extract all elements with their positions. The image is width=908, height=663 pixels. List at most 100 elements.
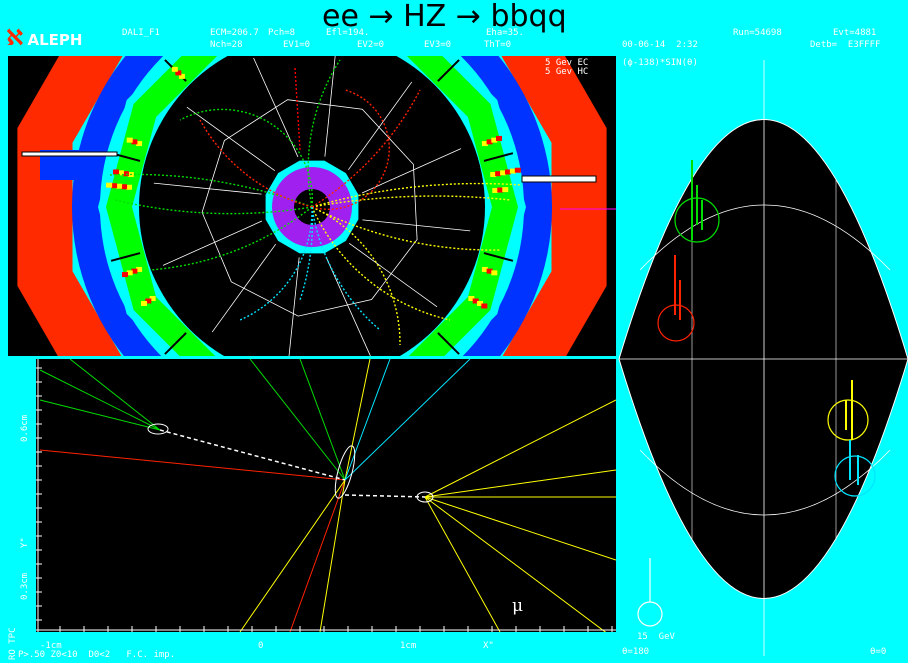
- x-tick-zero: 0: [258, 641, 264, 651]
- hcal-energy-bar: [21, 151, 118, 157]
- ecal-module-divider: [164, 332, 187, 355]
- track-yellow-2: [311, 206, 501, 251]
- tpc-side-label: RO TPC: [8, 627, 18, 660]
- tpc-sector-line: [361, 148, 462, 194]
- nch-value: Nch=28: [210, 40, 243, 50]
- vertex-track-line: [424, 496, 501, 632]
- vertex-track-line: [424, 469, 616, 498]
- x-axis-label: X": [483, 641, 494, 651]
- ecal-energy-cell: [509, 168, 516, 174]
- tpc-sector-line: [348, 243, 438, 308]
- ecal-energy-cell: [140, 301, 147, 306]
- track-red-radial: [294, 67, 301, 151]
- ecal-energy-cell: [126, 137, 133, 143]
- eha-value: Eha=35.: [486, 28, 524, 38]
- event-title: ee → HZ → bbqq: [322, 0, 567, 34]
- track-cyan-2: [311, 206, 381, 331]
- lego-axis-label: (ϕ-138)*SIN(θ): [622, 58, 698, 68]
- track-cuts-footer: P>.50 Z0<10 D0<2 F.C. imp.: [18, 650, 176, 660]
- vertex-track-line: [424, 496, 616, 561]
- ecal-energy-cell: [149, 296, 156, 301]
- x-tick-1cm: 1cm: [400, 641, 417, 651]
- ecal-energy-cell: [401, 45, 407, 50]
- ecal-energy-cell: [490, 172, 497, 178]
- ecal-energy-cell: [106, 182, 113, 188]
- ecal-module-divider: [483, 252, 514, 262]
- tpc-sector-line: [153, 182, 262, 195]
- vertex-error-ellipse-1: [147, 423, 169, 435]
- tpc-sector-line: [324, 56, 336, 157]
- vertex-track-line: [249, 359, 346, 481]
- ecal-energy-cell: [495, 171, 502, 177]
- detector-status: Detb= E3FFFF: [810, 40, 881, 50]
- vertex-track-line: [39, 399, 161, 431]
- ecal-energy-cell: [481, 303, 488, 309]
- ecal-energy-cell: [481, 141, 488, 147]
- ecal-energy-cell: [504, 169, 511, 175]
- vertex-error-ellipse-2: [416, 491, 434, 503]
- event-date: 00-06-14 2:32: [622, 40, 698, 50]
- ecal-energy-cell: [468, 296, 475, 301]
- ecal-energy-cell: [171, 66, 178, 72]
- lego-boundary: [618, 119, 908, 599]
- ecal-energy-cell: [481, 266, 488, 272]
- track-green-3: [179, 108, 314, 208]
- theta-0-label: θ=0: [870, 647, 887, 657]
- vertex-track-line: [69, 359, 161, 431]
- ecal-energy-cell: [131, 139, 138, 145]
- track-red-1: [199, 119, 313, 208]
- program-name: DALI_F1: [122, 28, 160, 38]
- ecal-energy-cell: [126, 270, 133, 276]
- vertex-track-line: [319, 479, 346, 632]
- run-number: Run=54698: [733, 28, 782, 38]
- ev2-value: EV2=0: [357, 40, 385, 50]
- vertex-track-line: [39, 449, 346, 481]
- ecal-energy-cell: [495, 135, 502, 141]
- tpc-sector-line: [186, 106, 276, 171]
- ecal-energy-cell: [486, 268, 493, 274]
- ecal-energy-cell: [136, 266, 143, 272]
- ecal-energy-cell: [122, 272, 129, 278]
- energy-scale-label: 15 GeV: [637, 632, 675, 642]
- track-green-5: [307, 59, 341, 208]
- vertex-track-line: [424, 399, 616, 498]
- experiment-name: ALEPH: [27, 31, 83, 49]
- ev3-value: EV3=0: [424, 40, 452, 50]
- jet-cone-yellow: [827, 399, 869, 441]
- ecal-energy-cell: [486, 139, 493, 145]
- ecal-module-divider: [110, 252, 141, 262]
- ecal-energy-cell: [404, 40, 410, 45]
- vertex-view-bottom-strip: [36, 632, 616, 659]
- y-axis-label: Y": [20, 537, 30, 548]
- theta-180-label: θ=180: [622, 647, 650, 657]
- ecal-energy-cell: [497, 187, 504, 193]
- aleph-symbol-icon: ℵ: [6, 26, 24, 51]
- vertex-zoom-view: [8, 359, 616, 659]
- hcal-energy-bar-right: [521, 175, 597, 183]
- track-green-2: [114, 199, 313, 215]
- ecal-energy-cell: [178, 73, 185, 79]
- ev1-value: EV1=0: [283, 40, 311, 50]
- ecal-energy-cell: [116, 183, 123, 189]
- vertex-track-line: [424, 496, 607, 632]
- muon-label: μ: [512, 596, 524, 616]
- ecal-energy-cell: [136, 141, 143, 147]
- track-green-4: [149, 206, 313, 271]
- vertex-track-line: [289, 479, 346, 632]
- ecal-energy-cell: [117, 170, 124, 176]
- lego-grid-upper: [639, 204, 891, 271]
- track-yellow-1: [311, 182, 521, 208]
- energy-scale-circle: [637, 601, 663, 627]
- tpc-sector-line: [348, 81, 413, 171]
- primary-vertex-ellipse: [334, 445, 356, 499]
- vertex-view-plot: [36, 359, 616, 632]
- track-yellow-3: [311, 206, 451, 321]
- y-tick-03cm: 0.3cm: [20, 572, 30, 600]
- ecal-energy-cell: [472, 298, 479, 304]
- ecm-value: ECM=206.7: [210, 28, 259, 38]
- ecal-energy-cell: [514, 167, 521, 173]
- ecal-energy-cell: [492, 187, 499, 193]
- x-tick-minus1cm: -1cm: [40, 641, 62, 651]
- ecal-energy-cell: [502, 187, 509, 193]
